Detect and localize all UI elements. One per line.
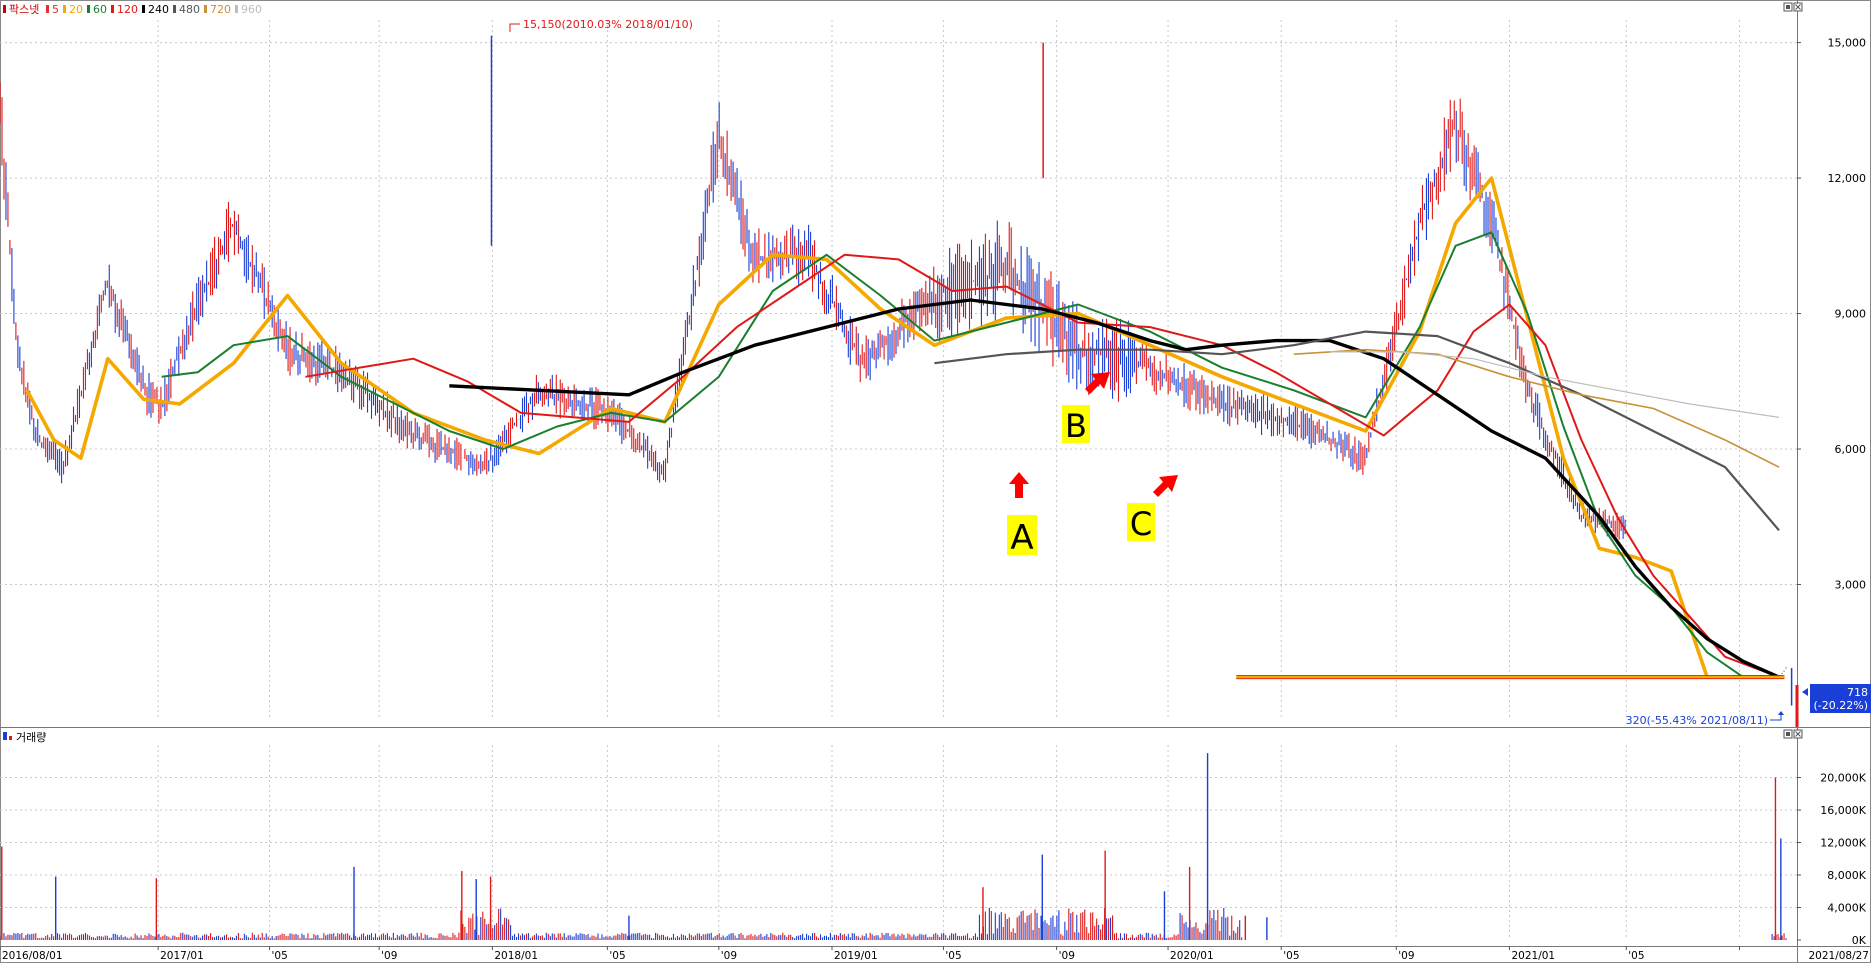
x-tick-label: 2020/01 bbox=[1170, 950, 1214, 962]
grid-lines bbox=[0, 20, 1797, 940]
volume-panel-title: 거래량 bbox=[3, 731, 46, 744]
annotation-b: B bbox=[1062, 372, 1110, 445]
date-x-axis: 2016/08/01 2017/01 '05 '09 2018/01 '05 '09 2019… bbox=[0, 946, 1869, 962]
indicator-legend[interactable]: 팍스넷 5 20 60 120 240 480 720 960 bbox=[3, 3, 262, 16]
volume-y-tick-label: 20,000K bbox=[1820, 772, 1866, 785]
x-tick-label: '05 bbox=[1628, 950, 1644, 962]
price-bars bbox=[0, 35, 1793, 706]
arrow-up-right-icon bbox=[1085, 372, 1110, 394]
price-y-tick-label: 15,000 bbox=[1828, 37, 1867, 50]
x-tick-label: '09 bbox=[721, 950, 737, 962]
legend-swatch-5 bbox=[142, 5, 145, 13]
volume-title: 거래량 bbox=[16, 731, 46, 744]
current-price-tag: 718 (-20.22%) bbox=[1795, 684, 1871, 727]
legend-swatch-8 bbox=[235, 5, 238, 13]
volume-y-tick-label: 12,000K bbox=[1820, 837, 1866, 850]
current-price-change: (-20.22%) bbox=[1814, 699, 1869, 712]
ma-line-120 bbox=[305, 253, 1780, 679]
high-price-marker: 15,150(2010.03% 2018/01/10) bbox=[509, 18, 693, 32]
legend-swatch-4 bbox=[111, 5, 114, 13]
arrow-up-icon bbox=[1009, 472, 1029, 498]
legend-item-7[interactable]: 720 bbox=[210, 3, 231, 16]
annotation-a-label: A bbox=[1010, 518, 1033, 558]
x-tick-label: '09 bbox=[1398, 950, 1414, 962]
legend-item-2[interactable]: 20 bbox=[69, 3, 83, 16]
volume-y-tick-label: 16,000K bbox=[1820, 804, 1866, 817]
volume-bars bbox=[0, 753, 1787, 940]
annotation-c: C bbox=[1127, 475, 1178, 543]
x-tick-label: 2018/01 bbox=[494, 950, 538, 962]
x-tick-label: 2017/01 bbox=[160, 950, 204, 962]
x-tick-label: '09 bbox=[1059, 950, 1075, 962]
legend-item-1[interactable]: 5 bbox=[52, 3, 59, 16]
price-y-axis: 3,000 6,000 9,000 12,000 15,000 bbox=[1797, 37, 1866, 592]
volume-y-tick-label: 8,000K bbox=[1827, 869, 1866, 882]
annotation-c-label: C bbox=[1130, 505, 1152, 543]
ma-line-480 bbox=[934, 330, 1780, 532]
annotation-a: A bbox=[1007, 472, 1037, 558]
high-price-label: 15,150(2010.03% 2018/01/10) bbox=[523, 18, 693, 31]
legend-item-0[interactable]: 팍스넷 bbox=[9, 3, 39, 16]
ma-line-240 bbox=[449, 298, 1780, 679]
volume-y-axis: 0K 4,000K 8,000K 12,000K 16,000K 20,000K bbox=[1797, 772, 1867, 947]
current-price-value: 718 bbox=[1847, 686, 1868, 699]
ma-line-20 bbox=[25, 176, 1779, 679]
x-tick-label: '05 bbox=[609, 950, 625, 962]
moving-average-lines bbox=[25, 176, 1785, 680]
legend-item-6[interactable]: 480 bbox=[179, 3, 200, 16]
legend-swatch-2 bbox=[63, 5, 66, 13]
x-tick-label: '05 bbox=[1283, 950, 1299, 962]
price-y-tick-label: 12,000 bbox=[1828, 172, 1867, 185]
annotation-b-label: B bbox=[1065, 407, 1087, 445]
price-y-tick-label: 6,000 bbox=[1835, 443, 1867, 456]
legend-swatch-0 bbox=[3, 5, 6, 13]
legend-item-3[interactable]: 60 bbox=[93, 3, 107, 16]
volume-panel-controls[interactable] bbox=[1783, 729, 1803, 739]
x-tick-label: 2021/08/27 bbox=[1808, 950, 1869, 962]
legend-swatch-1 bbox=[46, 5, 49, 13]
ma-line-960 bbox=[1329, 351, 1780, 418]
x-tick-label: '05 bbox=[272, 950, 288, 962]
ma-line-720 bbox=[1293, 348, 1780, 468]
legend-swatch-3 bbox=[87, 5, 90, 13]
x-tick-label: 2021/01 bbox=[1511, 950, 1555, 962]
low-price-marker: 320(-55.43% 2021/08/11) bbox=[1626, 711, 1784, 727]
volume-y-tick-label: 0K bbox=[1852, 934, 1867, 947]
arrow-up-right-icon bbox=[1153, 475, 1178, 497]
ma-line-60 bbox=[161, 231, 1744, 678]
annotation-c-box bbox=[1127, 503, 1155, 541]
x-tick-label: 2019/01 bbox=[834, 950, 878, 962]
x-tick-label: '09 bbox=[381, 950, 397, 962]
legend-item-8[interactable]: 960 bbox=[241, 3, 262, 16]
x-tick-label: 2016/08/01 bbox=[2, 950, 63, 962]
annotation-b-box bbox=[1062, 405, 1090, 443]
legend-swatch-6 bbox=[173, 5, 176, 13]
annotation-a-box bbox=[1007, 515, 1037, 555]
legend-item-5[interactable]: 240 bbox=[148, 3, 169, 16]
volume-y-tick-label: 4,000K bbox=[1827, 902, 1866, 915]
low-price-label: 320(-55.43% 2021/08/11) bbox=[1626, 714, 1768, 727]
x-tick-label: '05 bbox=[945, 950, 961, 962]
price-y-tick-label: 3,000 bbox=[1835, 579, 1867, 592]
current-price-box bbox=[1810, 684, 1871, 713]
legend-swatch-7 bbox=[204, 5, 207, 13]
legend-item-4[interactable]: 120 bbox=[117, 3, 138, 16]
price-y-tick-label: 9,000 bbox=[1835, 308, 1867, 321]
price-panel-controls[interactable] bbox=[1783, 2, 1803, 12]
